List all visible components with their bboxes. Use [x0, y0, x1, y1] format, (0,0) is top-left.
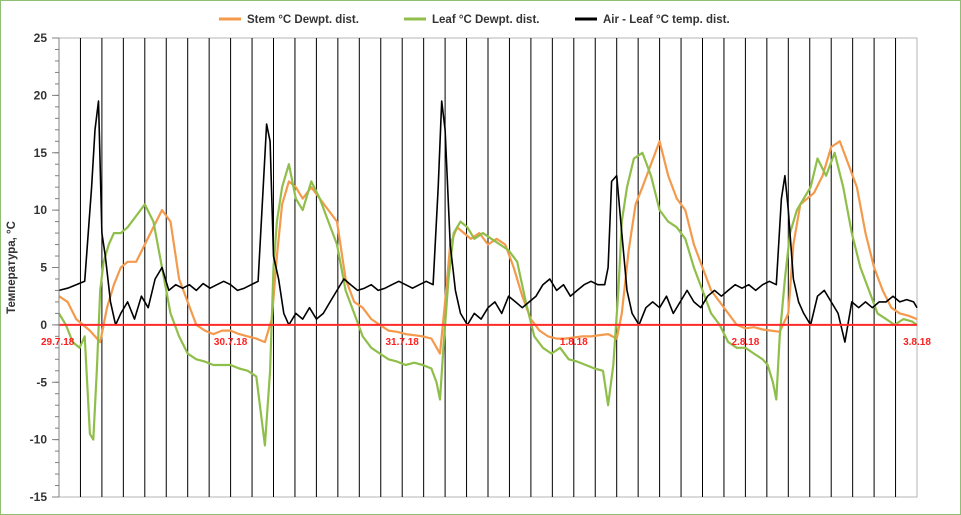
y-tick-label: 5 [40, 261, 47, 275]
legend: Stem °C Dewpt. dist. Leaf °C Dewpt. dist.… [219, 14, 730, 26]
y-tick-label: 10 [34, 203, 48, 217]
y-tick-label: 0 [40, 318, 47, 332]
y-tick-label: 25 [34, 31, 48, 45]
series-line-2 [58, 151, 918, 447]
y-tick-label: 20 [34, 88, 48, 102]
series-line-3 [58, 100, 918, 343]
legend-label: Air - Leaf °C temp. dist. [603, 14, 730, 26]
y-tick-label: -10 [30, 433, 48, 447]
y-tick-label: -5 [36, 375, 47, 389]
x-tick-label: 31.7.18 [386, 337, 420, 348]
plot-area [58, 37, 918, 498]
x-tick-label: 30.7.18 [214, 337, 248, 348]
x-axis-labels: 29.7.18 30.7.18 31.7.18 1.8.18 2.8.18 3.8.18 [41, 337, 931, 348]
y-tick-label: -15 [30, 490, 48, 504]
legend-label: Stem °C Dewpt. dist. [247, 14, 359, 26]
x-tick-label: 2.8.18 [731, 337, 759, 348]
y-axis-label: Температура, °C [6, 221, 18, 314]
x-tick-label: 1.8.18 [560, 337, 588, 348]
y-axis: -15 -10 -5 0 5 10 15 20 25 [30, 31, 60, 504]
x-tick-label: 3.8.18 [903, 337, 931, 348]
y-tick-label: 15 [34, 146, 48, 160]
legend-label: Leaf °C Dewpt. dist. [432, 14, 539, 26]
x-tick-label: 29.7.18 [41, 337, 75, 348]
series-line-1 [58, 140, 918, 355]
